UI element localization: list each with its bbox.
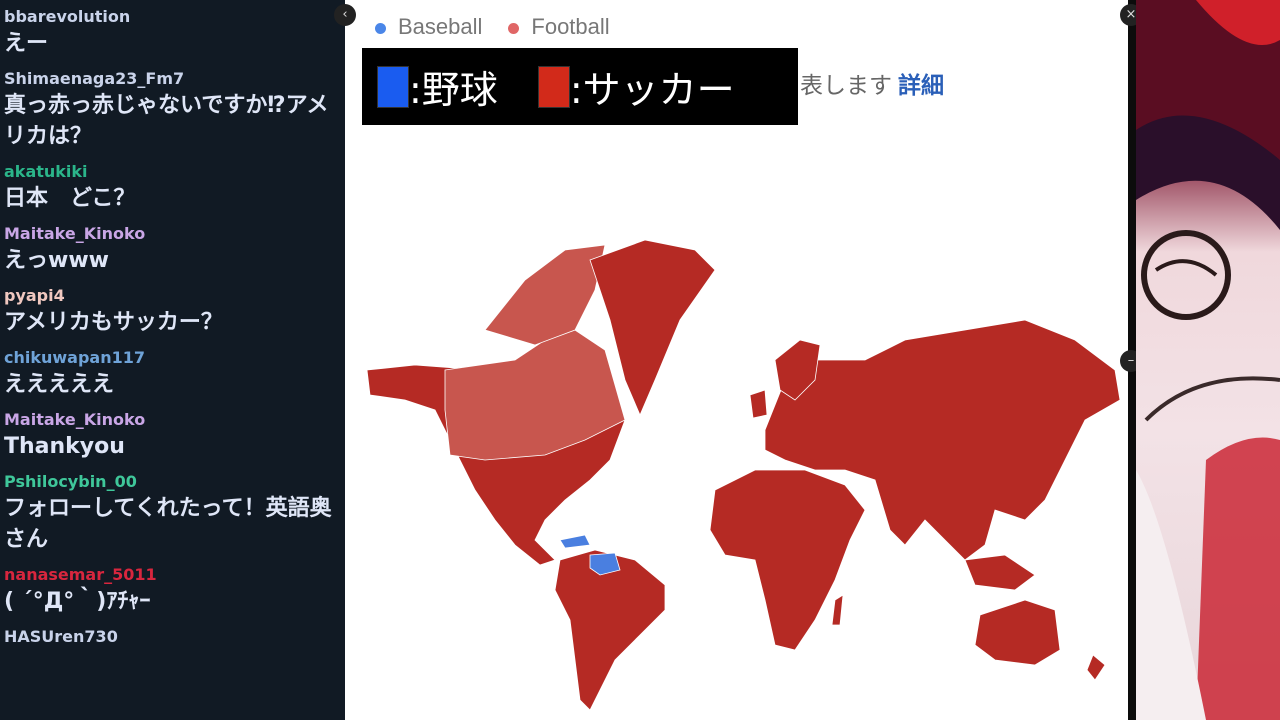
avatar-illustration: [1136, 0, 1280, 720]
chat-username[interactable]: HASUren730: [4, 627, 118, 646]
chat-username[interactable]: Maitake_Kinoko: [4, 224, 146, 243]
region-venezuela: [589, 552, 621, 576]
streamer-avatar-art: [1136, 0, 1280, 720]
chat-text: Thankyou: [4, 434, 125, 459]
legend-baseball: Baseball: [375, 14, 482, 40]
football-swatch: [537, 65, 570, 108]
chat-username[interactable]: Maitake_Kinoko: [4, 410, 146, 429]
collapse-chat-icon[interactable]: ‹: [334, 4, 356, 26]
region-uk: [749, 389, 768, 419]
chat-message: chikuwapan117 えええええ: [4, 347, 341, 400]
chat-text: フォローしてくれたって！英語奥さん: [4, 496, 332, 552]
note-text: 表します: [800, 73, 892, 99]
chat-message: Maitake_Kinoko えっwww: [4, 223, 341, 276]
region-arctic-islands: [484, 244, 606, 346]
chat-text: 真っ赤っ赤じゃないですか⁉アメリカは？: [4, 93, 329, 149]
chat-text: 日本 どこ？: [4, 186, 136, 211]
chat-username[interactable]: pyapi4: [4, 286, 65, 305]
region-southeast-asia-islands: [964, 554, 1036, 591]
region-caribbean: [559, 534, 591, 549]
baseball-swatch: [377, 65, 409, 108]
chat-message: Pshilocybin_00 フォローしてくれたって！英語奥さん: [4, 471, 341, 555]
region-madagascar: [831, 594, 844, 626]
chat-text: えー: [4, 31, 49, 56]
chat-text: ( ´°Д°｀)ｱﾁｬｰ: [4, 589, 151, 614]
football-dot: [508, 22, 520, 34]
chart-legend: Baseball Football: [375, 14, 610, 40]
region-europe-asia: [764, 319, 1121, 561]
shared-screen: Baseball Football :野球 :サッカー 表します 詳細: [345, 0, 1130, 720]
chat-username[interactable]: Pshilocybin_00: [4, 472, 137, 491]
chat-username[interactable]: Shimaenaga23_Fm7: [4, 69, 185, 88]
football-label: :サッカー: [569, 68, 735, 112]
chat-username[interactable]: nanasemar_5011: [4, 565, 157, 584]
chat-username[interactable]: chikuwapan117: [4, 348, 146, 367]
japanese-legend-overlay: :野球 :サッカー: [362, 48, 798, 125]
legend-label: Baseball: [398, 14, 483, 39]
baseball-dot: [375, 22, 386, 34]
chat-username[interactable]: akatukiki: [4, 162, 88, 181]
map-note: 表します 詳細: [800, 66, 944, 100]
chat-username[interactable]: bbarevolution: [4, 7, 131, 26]
chat-text: えっwww: [4, 248, 109, 273]
region-south-america: [554, 549, 666, 711]
chat-message: akatukiki 日本 どこ？: [4, 161, 341, 214]
region-africa: [709, 469, 866, 651]
chat-message: Maitake_Kinoko Thankyou: [4, 409, 341, 462]
region-scandinavia: [774, 339, 821, 401]
details-link[interactable]: 詳細: [898, 73, 944, 99]
chat-text: アメリカもサッカー？: [4, 310, 223, 335]
chat-message: bbarevolution えー: [4, 6, 341, 59]
chat-text: えええええ: [4, 372, 115, 397]
region-australia: [974, 599, 1061, 666]
region-greenland: [589, 239, 716, 417]
chat-message: nanasemar_5011 ( ´°Д°｀)ｱﾁｬｰ: [4, 564, 341, 617]
legend-label: Football: [531, 14, 610, 39]
baseball-label: :野球: [409, 68, 498, 112]
chat-message: HASUren730: [4, 626, 341, 648]
world-map: [366, 239, 1121, 711]
legend-football: Football: [508, 14, 610, 40]
chat-panel: bbarevolution えー Shimaenaga23_Fm7 真っ赤っ赤じゃない…: [0, 0, 345, 720]
chat-message: Shimaenaga23_Fm7 真っ赤っ赤じゃないですか⁉アメリカは？: [4, 68, 341, 152]
region-new-zealand: [1086, 654, 1106, 681]
chat-message: pyapi4 アメリカもサッカー？: [4, 285, 341, 338]
